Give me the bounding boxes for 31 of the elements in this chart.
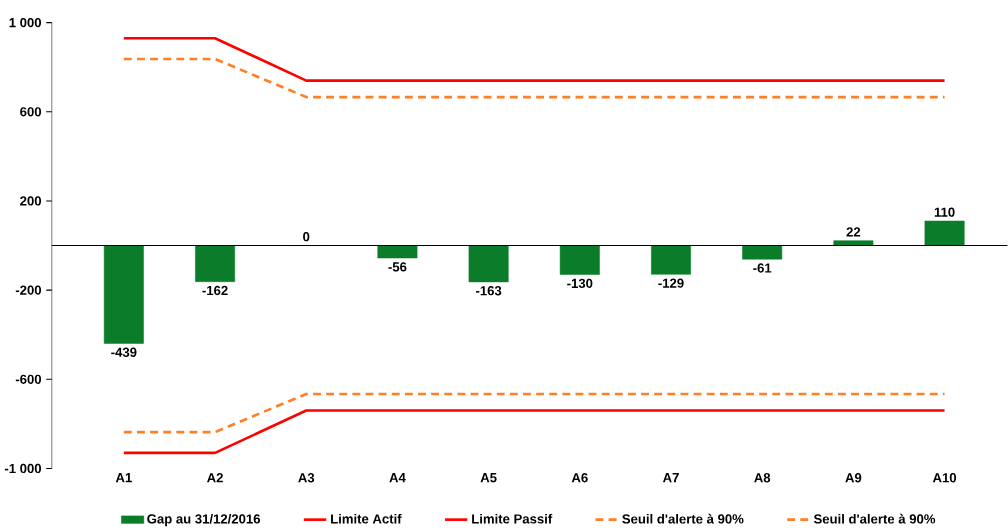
data-label: -61	[753, 263, 772, 273]
data-label: -56	[388, 262, 407, 272]
y-tick-label: 1 000	[9, 17, 42, 28]
y-tick-label: 600	[20, 106, 42, 117]
y-tick-label: -600	[15, 374, 42, 384]
x-tick-label: A5	[480, 472, 497, 483]
x-tick-label: A10	[932, 472, 957, 483]
x-tick-label: A4	[389, 472, 406, 482]
x-tick-label: A6	[571, 472, 588, 483]
data-label: -162	[202, 285, 228, 295]
data-label: -130	[567, 278, 593, 288]
data-label: -163	[476, 285, 502, 296]
x-tick-label: A8	[754, 472, 771, 483]
x-tick-label: A3	[298, 472, 315, 483]
legend-label: Gap au 31/12/2016	[147, 513, 261, 526]
x-tick-label: A7	[662, 472, 679, 482]
data-label: 110	[934, 207, 955, 217]
data-label: 22	[846, 227, 861, 237]
data-label: -129	[658, 278, 684, 288]
y-tick-label: 200	[20, 196, 42, 206]
x-tick-label: A1	[115, 472, 132, 482]
data-label: 0	[303, 231, 310, 242]
legend-label: Seuil d'alerte à 90%	[813, 513, 936, 524]
y-tick-label: -200	[15, 285, 42, 295]
x-tick-label: A9	[845, 472, 862, 483]
legend-label: Limite Actif	[331, 513, 402, 524]
legend-label: Limite Passif	[472, 513, 553, 524]
legend-label: Seuil d'alerte à 90%	[622, 513, 744, 524]
x-tick-label: A2	[206, 472, 223, 483]
data-label: -439	[111, 347, 137, 357]
y-tick-label: -1 000	[4, 463, 42, 473]
